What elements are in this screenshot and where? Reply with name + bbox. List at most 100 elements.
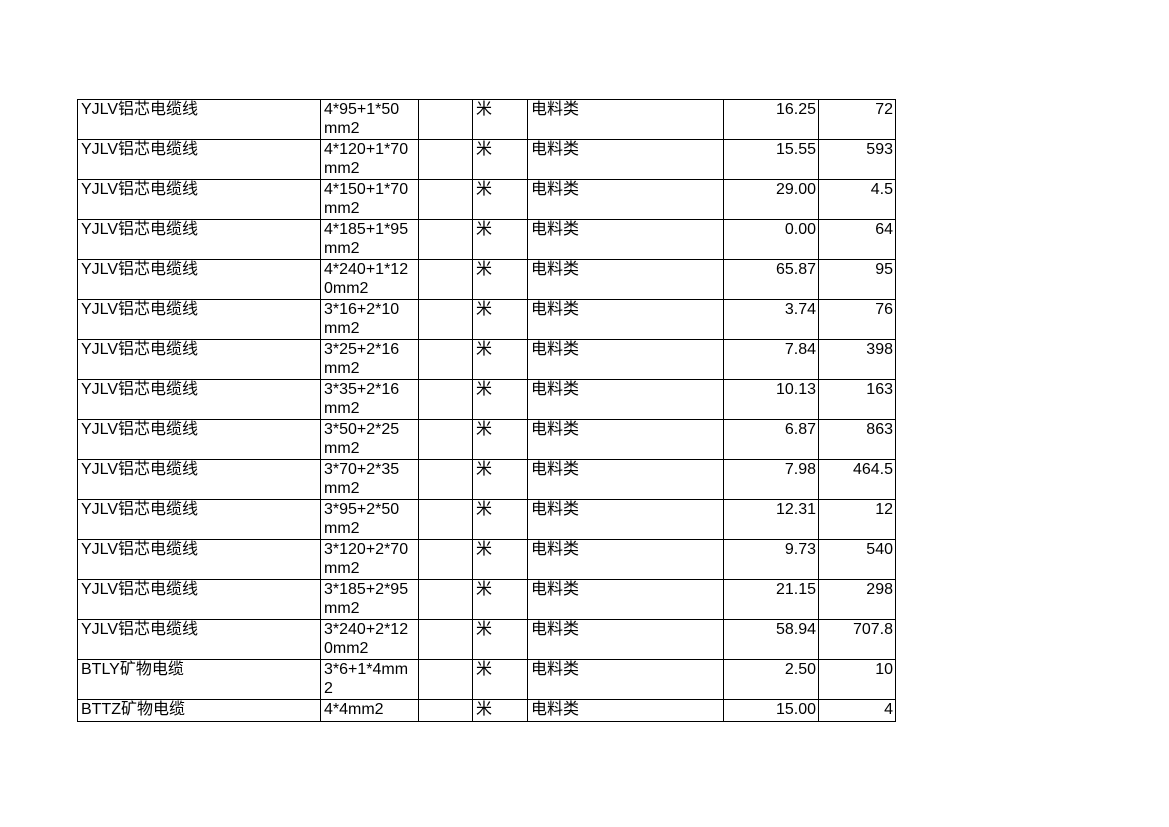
quantity-cell: 95 [818, 259, 896, 300]
table-row: YJLV铝芯电缆线 3*120+2*70 mm2 米 电料类 9.73 540 [77, 539, 896, 580]
spec-cell: 3*240+2*12 0mm2 [320, 619, 419, 660]
quantity-cell: 593 [818, 139, 896, 180]
price-cell: 65.87 [723, 259, 819, 300]
category-cell: 电料类 [527, 259, 724, 300]
spec-cell: 3*120+2*70 mm2 [320, 539, 419, 580]
unit-cell: 米 [472, 659, 528, 700]
unit-cell: 米 [472, 619, 528, 660]
category-cell: 电料类 [527, 459, 724, 500]
spec-cell: 3*6+1*4mm 2 [320, 659, 419, 700]
table-row: YJLV铝芯电缆线 3*50+2*25 mm2 米 电料类 6.87 863 [77, 419, 896, 460]
table-row: YJLV铝芯电缆线 4*240+1*12 0mm2 米 电料类 65.87 95 [77, 259, 896, 300]
price-cell: 7.84 [723, 339, 819, 380]
quantity-cell: 298 [818, 579, 896, 620]
empty-cell [418, 659, 473, 700]
unit-cell: 米 [472, 699, 528, 722]
cable-table-body: YJLV铝芯电缆线 4*95+1*50 mm2 米 电料类 16.25 72 Y… [77, 99, 896, 722]
quantity-cell: 707.8 [818, 619, 896, 660]
empty-cell [418, 499, 473, 540]
price-cell: 3.74 [723, 299, 819, 340]
product-name-cell: YJLV铝芯电缆线 [77, 459, 321, 500]
price-cell: 21.15 [723, 579, 819, 620]
table-row: YJLV铝芯电缆线 3*185+2*95 mm2 米 电料类 21.15 298 [77, 579, 896, 620]
cable-inventory-table: YJLV铝芯电缆线 4*95+1*50 mm2 米 电料类 16.25 72 Y… [77, 99, 896, 722]
price-cell: 2.50 [723, 659, 819, 700]
spec-cell: 3*50+2*25 mm2 [320, 419, 419, 460]
quantity-cell: 64 [818, 219, 896, 260]
category-cell: 电料类 [527, 219, 724, 260]
product-name-cell: YJLV铝芯电缆线 [77, 419, 321, 460]
spec-cell: 4*95+1*50 mm2 [320, 99, 419, 140]
table-row: BTTZ矿物电缆 4*4mm2 米 电料类 15.00 4 [77, 699, 896, 722]
quantity-cell: 4 [818, 699, 896, 722]
unit-cell: 米 [472, 179, 528, 220]
product-name-cell: YJLV铝芯电缆线 [77, 499, 321, 540]
spec-cell: 4*120+1*70 mm2 [320, 139, 419, 180]
product-name-cell: BTTZ矿物电缆 [77, 699, 321, 722]
category-cell: 电料类 [527, 699, 724, 722]
product-name-cell: BTLY矿物电缆 [77, 659, 321, 700]
category-cell: 电料类 [527, 539, 724, 580]
price-cell: 58.94 [723, 619, 819, 660]
empty-cell [418, 299, 473, 340]
product-name-cell: YJLV铝芯电缆线 [77, 299, 321, 340]
price-cell: 16.25 [723, 99, 819, 140]
product-name-cell: YJLV铝芯电缆线 [77, 379, 321, 420]
empty-cell [418, 619, 473, 660]
price-cell: 10.13 [723, 379, 819, 420]
empty-cell [418, 419, 473, 460]
price-cell: 15.00 [723, 699, 819, 722]
unit-cell: 米 [472, 459, 528, 500]
price-cell: 7.98 [723, 459, 819, 500]
quantity-cell: 464.5 [818, 459, 896, 500]
quantity-cell: 4.5 [818, 179, 896, 220]
category-cell: 电料类 [527, 299, 724, 340]
price-cell: 15.55 [723, 139, 819, 180]
spec-cell: 3*70+2*35 mm2 [320, 459, 419, 500]
quantity-cell: 76 [818, 299, 896, 340]
spec-cell: 4*4mm2 [320, 699, 419, 722]
category-cell: 电料类 [527, 139, 724, 180]
quantity-cell: 72 [818, 99, 896, 140]
spec-cell: 3*25+2*16 mm2 [320, 339, 419, 380]
unit-cell: 米 [472, 579, 528, 620]
category-cell: 电料类 [527, 179, 724, 220]
unit-cell: 米 [472, 339, 528, 380]
product-name-cell: YJLV铝芯电缆线 [77, 619, 321, 660]
empty-cell [418, 99, 473, 140]
unit-cell: 米 [472, 299, 528, 340]
spec-cell: 4*240+1*12 0mm2 [320, 259, 419, 300]
category-cell: 电料类 [527, 579, 724, 620]
quantity-cell: 863 [818, 419, 896, 460]
unit-cell: 米 [472, 539, 528, 580]
table-row: YJLV铝芯电缆线 3*95+2*50 mm2 米 电料类 12.31 12 [77, 499, 896, 540]
product-name-cell: YJLV铝芯电缆线 [77, 259, 321, 300]
empty-cell [418, 139, 473, 180]
category-cell: 电料类 [527, 659, 724, 700]
quantity-cell: 10 [818, 659, 896, 700]
table-row: YJLV铝芯电缆线 3*240+2*12 0mm2 米 电料类 58.94 70… [77, 619, 896, 660]
unit-cell: 米 [472, 379, 528, 420]
unit-cell: 米 [472, 139, 528, 180]
product-name-cell: YJLV铝芯电缆线 [77, 99, 321, 140]
spec-cell: 3*16+2*10 mm2 [320, 299, 419, 340]
price-cell: 12.31 [723, 499, 819, 540]
empty-cell [418, 379, 473, 420]
table-row: YJLV铝芯电缆线 3*35+2*16 mm2 米 电料类 10.13 163 [77, 379, 896, 420]
product-name-cell: YJLV铝芯电缆线 [77, 339, 321, 380]
category-cell: 电料类 [527, 339, 724, 380]
category-cell: 电料类 [527, 499, 724, 540]
table-row: BTLY矿物电缆 3*6+1*4mm 2 米 电料类 2.50 10 [77, 659, 896, 700]
quantity-cell: 163 [818, 379, 896, 420]
table-row: YJLV铝芯电缆线 4*95+1*50 mm2 米 电料类 16.25 72 [77, 99, 896, 140]
category-cell: 电料类 [527, 419, 724, 460]
spec-cell: 4*150+1*70 mm2 [320, 179, 419, 220]
table-row: YJLV铝芯电缆线 3*70+2*35 mm2 米 电料类 7.98 464.5 [77, 459, 896, 500]
empty-cell [418, 699, 473, 722]
category-cell: 电料类 [527, 379, 724, 420]
product-name-cell: YJLV铝芯电缆线 [77, 139, 321, 180]
table-row: YJLV铝芯电缆线 3*16+2*10 mm2 米 电料类 3.74 76 [77, 299, 896, 340]
product-name-cell: YJLV铝芯电缆线 [77, 579, 321, 620]
quantity-cell: 398 [818, 339, 896, 380]
unit-cell: 米 [472, 99, 528, 140]
